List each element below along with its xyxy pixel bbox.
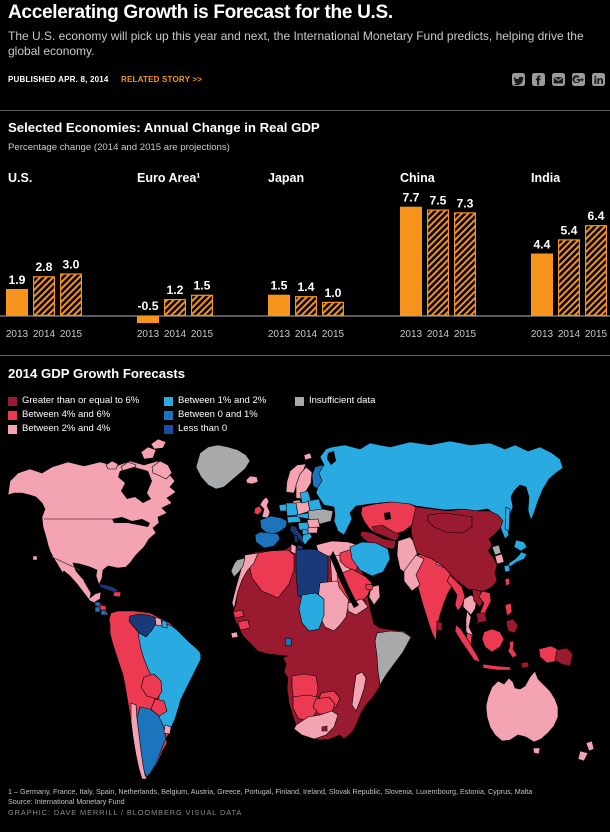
svg-text:2014: 2014 [164, 329, 187, 340]
svg-text:2015: 2015 [322, 329, 345, 340]
svg-text:2015: 2015 [191, 329, 214, 340]
svg-text:1.4: 1.4 [298, 280, 315, 294]
svg-text:5.4: 5.4 [561, 223, 578, 237]
svg-text:1.9: 1.9 [9, 273, 26, 287]
svg-text:-0.5: -0.5 [137, 299, 158, 313]
svg-text:6.4: 6.4 [588, 209, 605, 223]
svg-text:1.5: 1.5 [271, 279, 288, 293]
svg-text:2015: 2015 [60, 329, 83, 340]
svg-text:2013: 2013 [137, 329, 160, 340]
svg-text:7.3: 7.3 [457, 196, 474, 210]
svg-text:2014: 2014 [558, 329, 581, 340]
svg-text:7.5: 7.5 [430, 194, 447, 208]
svg-text:7.7: 7.7 [403, 191, 420, 205]
svg-text:2013: 2013 [6, 329, 29, 340]
svg-text:2014: 2014 [427, 329, 450, 340]
svg-text:2.8: 2.8 [36, 260, 53, 274]
svg-text:2014: 2014 [33, 329, 56, 340]
svg-text:2013: 2013 [400, 329, 423, 340]
svg-text:2015: 2015 [454, 329, 477, 340]
svg-text:3.0: 3.0 [63, 257, 80, 271]
svg-text:1.0: 1.0 [325, 286, 342, 300]
svg-text:2013: 2013 [268, 329, 291, 340]
svg-text:1.5: 1.5 [194, 279, 211, 293]
svg-text:2014: 2014 [295, 329, 318, 340]
svg-text:2013: 2013 [531, 329, 554, 340]
svg-text:2015: 2015 [585, 329, 608, 340]
svg-text:4.4: 4.4 [534, 238, 551, 252]
svg-text:1.2: 1.2 [167, 283, 184, 297]
